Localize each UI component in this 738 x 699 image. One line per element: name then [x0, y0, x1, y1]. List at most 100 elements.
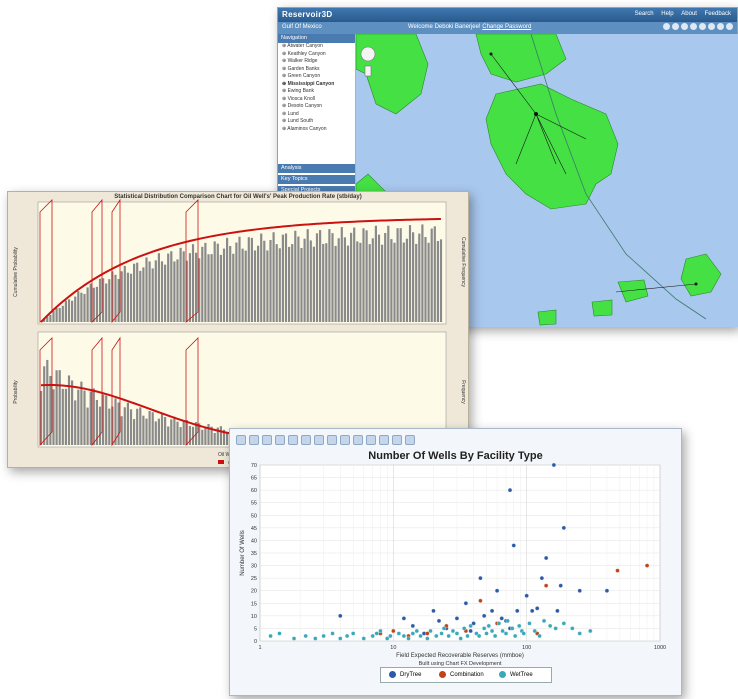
palette-icon[interactable] [288, 434, 298, 445]
nav-item[interactable]: ⊕ Desoto Canyon [282, 103, 323, 109]
upper-bar [309, 240, 312, 322]
upper-bar [390, 239, 393, 322]
data-point-wettree [378, 628, 383, 634]
data-point-drytree [535, 606, 540, 611]
upper-bar [331, 233, 334, 322]
upper-bar [238, 236, 241, 322]
upper-bar [371, 238, 374, 322]
menu-about[interactable]: About [681, 11, 697, 17]
lower-bar [160, 413, 164, 445]
data-point-wettree [303, 633, 308, 639]
rotate-icon[interactable] [327, 434, 337, 445]
zoom-in-icon[interactable] [663, 23, 670, 30]
upper-bar [275, 244, 278, 322]
data-point-drytree [463, 601, 469, 606]
upper-bar [154, 260, 157, 322]
section-key-topics[interactable]: Key Topics [278, 175, 355, 184]
save-icon[interactable] [249, 434, 259, 445]
identify-icon[interactable] [690, 23, 697, 30]
menu-feedback[interactable]: Feedback [704, 11, 731, 17]
change-password-link[interactable]: Change Password [482, 24, 532, 30]
data-point-drytree [524, 593, 529, 598]
data-point-wettree [482, 626, 487, 631]
lower-bar [148, 410, 151, 445]
data-point-wettree [474, 631, 479, 636]
nav-item[interactable]: ⊕ Walker Ridge [282, 58, 318, 64]
data-point-wettree [406, 636, 411, 641]
upper-bar [105, 283, 108, 322]
legend-dot-drytree [389, 671, 396, 678]
section-special-projects[interactable]: Special Projects [278, 186, 355, 195]
navigation-header: Navigation [278, 34, 355, 43]
upper-bar [142, 267, 145, 322]
lower-bar [157, 418, 160, 445]
lower-bar [55, 370, 58, 445]
nav-item[interactable]: ⊕ Lund South [282, 118, 314, 124]
data-point-wettree [410, 631, 415, 636]
zoom-icon[interactable] [340, 434, 350, 445]
menu-help[interactable]: Help [661, 11, 674, 17]
nav-item[interactable]: ⊕ Garden Banks [282, 65, 320, 72]
data-point-wettree [465, 633, 470, 639]
print-icon[interactable] [262, 434, 272, 445]
data-point-wettree [561, 621, 566, 626]
map-app-header: Reservoir3D Search Help About Feedback [278, 8, 737, 22]
legend-dot-combination [439, 671, 446, 678]
copy-icon[interactable] [236, 434, 246, 445]
nav-item[interactable]: ⊕ Ewing Bank [282, 88, 314, 94]
3d-icon[interactable] [314, 434, 324, 445]
nav-item[interactable]: ⊕ Alaminos Canyon [282, 125, 327, 132]
gulf-map-canvas[interactable] [356, 34, 738, 327]
map-pan-control[interactable] [360, 46, 376, 77]
upper-bar [58, 308, 61, 322]
data-point-drytree [494, 588, 500, 593]
land-polygon-n [475, 34, 567, 83]
upper-bar [368, 244, 371, 322]
data-point-wettree [401, 633, 407, 639]
nav-item[interactable]: ⊕ Viosca Knoll [282, 95, 316, 102]
y-tick-label: 70 [251, 463, 257, 469]
data-point-drytree [604, 588, 610, 593]
nav-item[interactable]: ⊕ Keathley Canyon [282, 50, 326, 57]
export-icon[interactable] [717, 23, 724, 30]
data-point-wettree [547, 623, 553, 629]
pan-icon[interactable] [681, 23, 688, 30]
legend-item-wettree[interactable]: WetTree [499, 671, 533, 678]
upper-bar [337, 238, 340, 322]
platform-marker-3 [694, 282, 698, 286]
tools-icon[interactable] [405, 434, 415, 445]
upper-bar [216, 243, 219, 322]
menu-search[interactable]: Search [634, 11, 654, 17]
upper-bar [424, 236, 427, 322]
legend-item-drytree[interactable]: DryTree [389, 671, 421, 678]
nav-item[interactable]: ⊕ Lund [282, 110, 299, 117]
properties-icon[interactable] [392, 434, 402, 445]
lower-bar [179, 427, 182, 445]
lower-bar [86, 407, 89, 445]
upper-bar [362, 228, 365, 322]
grid-icon[interactable] [353, 434, 363, 445]
legend-item-combination[interactable]: Combination [439, 671, 484, 678]
layers-icon[interactable] [726, 23, 733, 30]
upper-bar [198, 258, 201, 322]
gallery-icon[interactable] [275, 434, 285, 445]
upper-bar [418, 233, 421, 322]
nav-item[interactable]: ⊕ Mississippi Canyon [282, 80, 335, 87]
upper-bar [67, 299, 71, 322]
legend-icon[interactable] [366, 434, 376, 445]
data-editor-icon[interactable] [379, 434, 389, 445]
print-icon[interactable] [708, 23, 715, 30]
data-point-wettree [414, 628, 419, 634]
nav-item[interactable]: ⊕ Atwater Canyon [282, 43, 323, 49]
data-point-drytree [338, 613, 343, 619]
upper-bar [129, 273, 133, 322]
upper-bar [157, 253, 160, 322]
lower-bar [201, 429, 204, 445]
color-icon[interactable] [301, 434, 311, 445]
bracket-upper [185, 199, 199, 323]
section-analysis[interactable]: Analysis [278, 164, 355, 173]
nav-item[interactable]: ⊕ Green Canyon [282, 73, 321, 79]
zoom-out-icon[interactable] [672, 23, 679, 30]
measure-icon[interactable] [699, 23, 706, 30]
data-point-drytree [539, 575, 545, 581]
